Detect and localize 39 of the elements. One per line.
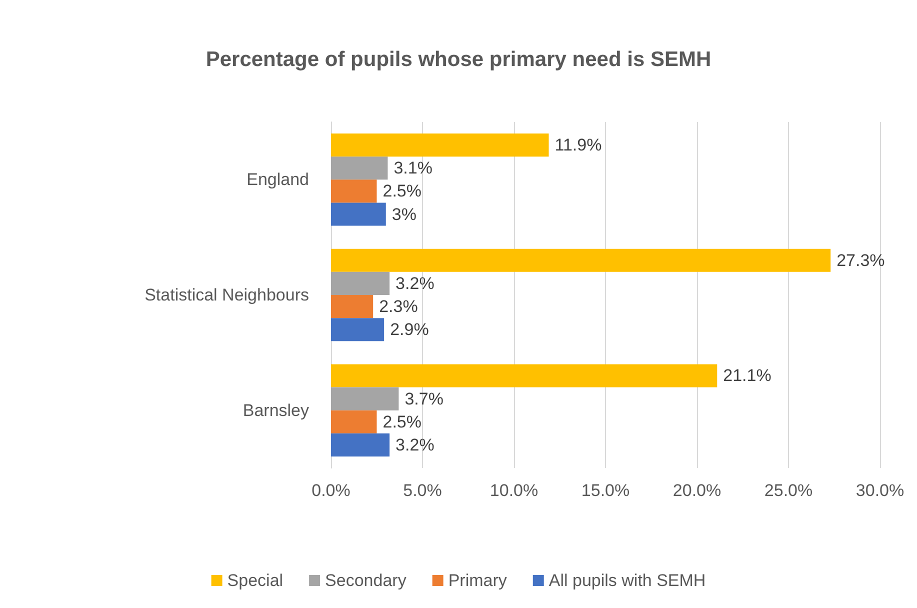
data-label: 3.2% — [396, 274, 434, 293]
bar — [331, 387, 399, 410]
bar — [331, 318, 384, 342]
chart-title: Percentage of pupils whose primary need is SEMH — [206, 48, 712, 71]
data-label: 2.5% — [382, 182, 422, 201]
data-label: 11.9% — [554, 136, 602, 155]
x-tick-label: 25.0% — [764, 481, 813, 500]
bar — [331, 272, 390, 295]
y-tick-label: Statistical Neighbours — [144, 286, 309, 304]
legend-label: All pupils with SEMH — [548, 571, 706, 590]
x-tick-label: 0.0% — [312, 481, 350, 500]
bar — [331, 410, 377, 434]
legend-label: Special — [227, 571, 284, 590]
x-tick-label: 15.0% — [581, 481, 630, 500]
x-tick-label: 20.0% — [672, 481, 722, 500]
x-tick-label: 10.0% — [490, 481, 538, 500]
bar — [331, 134, 549, 157]
y-tick-label: Barnsley — [242, 400, 310, 420]
bar — [331, 364, 718, 388]
legend-label: Secondary — [325, 571, 407, 590]
data-label: 3% — [392, 204, 416, 224]
bar — [331, 156, 388, 180]
bar — [331, 433, 390, 456]
y-tick-label: England — [246, 170, 309, 190]
data-label: 2.9% — [390, 320, 429, 340]
data-label: 2.3% — [379, 297, 418, 316]
data-label: 3.7% — [404, 389, 444, 408]
legend-label: Primary — [448, 571, 508, 590]
x-tick-label: 30.0% — [856, 481, 904, 500]
bar — [331, 202, 386, 226]
data-label: 27.3% — [836, 250, 885, 270]
bar — [331, 248, 831, 272]
bar — [331, 180, 377, 203]
bar — [331, 295, 374, 318]
data-label: 3.1% — [394, 158, 432, 178]
x-tick-label: 5.0% — [403, 481, 442, 500]
data-label: 21.1% — [723, 366, 772, 386]
data-label: 2.5% — [382, 412, 422, 432]
data-label: 3.2% — [396, 435, 434, 454]
